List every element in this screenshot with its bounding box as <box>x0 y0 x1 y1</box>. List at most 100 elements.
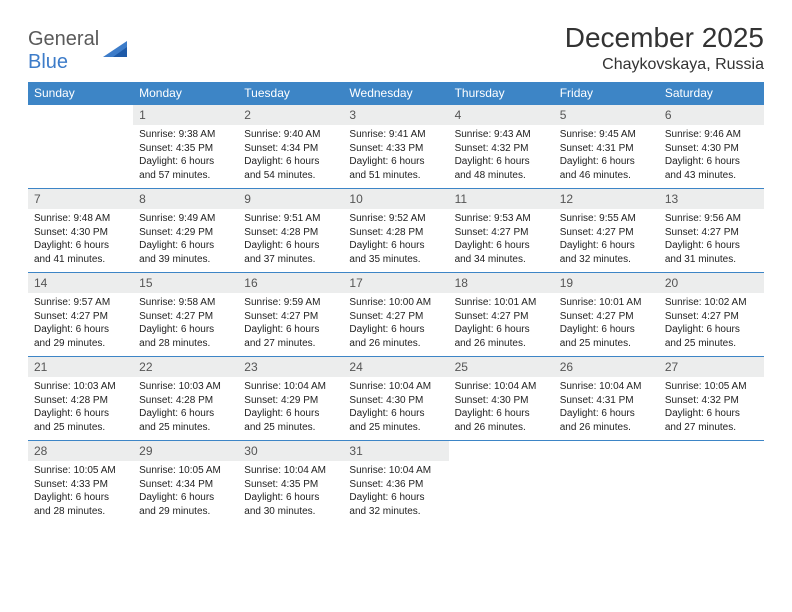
day-number-cell: 15 <box>133 273 238 294</box>
day-details-cell: Sunrise: 9:58 AMSunset: 4:27 PMDaylight:… <box>133 293 238 357</box>
day-details-cell: Sunrise: 9:45 AMSunset: 4:31 PMDaylight:… <box>554 125 659 189</box>
day-number-cell: 8 <box>133 189 238 210</box>
day-details-cell: Sunrise: 9:53 AMSunset: 4:27 PMDaylight:… <box>449 209 554 273</box>
day-details-cell: Sunrise: 10:01 AMSunset: 4:27 PMDaylight… <box>449 293 554 357</box>
day-details-cell: Sunrise: 10:04 AMSunset: 4:30 PMDaylight… <box>343 377 448 441</box>
day-number-cell: 17 <box>343 273 448 294</box>
day-details-cell: Sunrise: 9:43 AMSunset: 4:32 PMDaylight:… <box>449 125 554 189</box>
day-details-cell: Sunrise: 9:48 AMSunset: 4:30 PMDaylight:… <box>28 209 133 273</box>
daynum-row: 123456 <box>28 105 764 126</box>
day-details-cell: Sunrise: 9:40 AMSunset: 4:34 PMDaylight:… <box>238 125 343 189</box>
day-details-cell: Sunrise: 9:51 AMSunset: 4:28 PMDaylight:… <box>238 209 343 273</box>
day-details-cell: Sunrise: 10:01 AMSunset: 4:27 PMDaylight… <box>554 293 659 357</box>
day-details-cell <box>28 125 133 189</box>
day-number-cell: 28 <box>28 441 133 462</box>
day-details-cell: Sunrise: 10:04 AMSunset: 4:35 PMDaylight… <box>238 461 343 524</box>
day-details-cell: Sunrise: 10:04 AMSunset: 4:31 PMDaylight… <box>554 377 659 441</box>
day-number-cell: 22 <box>133 357 238 378</box>
day-details-cell: Sunrise: 10:04 AMSunset: 4:29 PMDaylight… <box>238 377 343 441</box>
day-number-cell <box>449 441 554 462</box>
brand-part1: General <box>28 28 99 50</box>
brand-text: General Blue <box>28 28 99 74</box>
day-number-cell: 23 <box>238 357 343 378</box>
weekday-header: Thursday <box>449 82 554 105</box>
day-number-cell: 29 <box>133 441 238 462</box>
day-details-cell: Sunrise: 9:55 AMSunset: 4:27 PMDaylight:… <box>554 209 659 273</box>
day-number-cell <box>554 441 659 462</box>
day-number-cell: 9 <box>238 189 343 210</box>
day-details-cell: Sunrise: 10:02 AMSunset: 4:27 PMDaylight… <box>659 293 764 357</box>
day-number-cell: 3 <box>343 105 448 126</box>
day-details-cell: Sunrise: 10:03 AMSunset: 4:28 PMDaylight… <box>28 377 133 441</box>
day-details-cell: Sunrise: 10:04 AMSunset: 4:30 PMDaylight… <box>449 377 554 441</box>
title-block: December 2025 Chaykovskaya, Russia <box>565 22 764 74</box>
weekday-header: Tuesday <box>238 82 343 105</box>
day-details-cell: Sunrise: 10:05 AMSunset: 4:34 PMDaylight… <box>133 461 238 524</box>
details-row: Sunrise: 10:03 AMSunset: 4:28 PMDaylight… <box>28 377 764 441</box>
daynum-row: 14151617181920 <box>28 273 764 294</box>
day-details-cell: Sunrise: 9:52 AMSunset: 4:28 PMDaylight:… <box>343 209 448 273</box>
day-number-cell: 16 <box>238 273 343 294</box>
daynum-row: 78910111213 <box>28 189 764 210</box>
day-details-cell: Sunrise: 10:04 AMSunset: 4:36 PMDaylight… <box>343 461 448 524</box>
day-details-cell <box>449 461 554 524</box>
day-number-cell <box>659 441 764 462</box>
day-number-cell: 14 <box>28 273 133 294</box>
month-title: December 2025 <box>565 22 764 54</box>
day-number-cell: 13 <box>659 189 764 210</box>
day-details-cell <box>659 461 764 524</box>
day-number-cell: 21 <box>28 357 133 378</box>
weekday-header: Saturday <box>659 82 764 105</box>
details-row: Sunrise: 9:38 AMSunset: 4:35 PMDaylight:… <box>28 125 764 189</box>
day-details-cell: Sunrise: 9:57 AMSunset: 4:27 PMDaylight:… <box>28 293 133 357</box>
day-details-cell: Sunrise: 9:41 AMSunset: 4:33 PMDaylight:… <box>343 125 448 189</box>
day-number-cell: 2 <box>238 105 343 126</box>
day-details-cell: Sunrise: 9:38 AMSunset: 4:35 PMDaylight:… <box>133 125 238 189</box>
calendar-body: 123456Sunrise: 9:38 AMSunset: 4:35 PMDay… <box>28 105 764 525</box>
details-row: Sunrise: 9:48 AMSunset: 4:30 PMDaylight:… <box>28 209 764 273</box>
day-details-cell: Sunrise: 10:03 AMSunset: 4:28 PMDaylight… <box>133 377 238 441</box>
day-number-cell: 26 <box>554 357 659 378</box>
day-number-cell: 4 <box>449 105 554 126</box>
day-number-cell: 30 <box>238 441 343 462</box>
day-details-cell: Sunrise: 9:59 AMSunset: 4:27 PMDaylight:… <box>238 293 343 357</box>
day-number-cell: 18 <box>449 273 554 294</box>
day-number-cell: 5 <box>554 105 659 126</box>
day-details-cell: Sunrise: 10:05 AMSunset: 4:32 PMDaylight… <box>659 377 764 441</box>
brand-logo: General Blue <box>28 22 131 74</box>
day-details-cell: Sunrise: 9:46 AMSunset: 4:30 PMDaylight:… <box>659 125 764 189</box>
daynum-row: 21222324252627 <box>28 357 764 378</box>
day-number-cell: 10 <box>343 189 448 210</box>
day-number-cell <box>28 105 133 126</box>
day-number-cell: 1 <box>133 105 238 126</box>
calendar-page: General Blue December 2025 Chaykovskaya,… <box>0 0 792 544</box>
day-number-cell: 27 <box>659 357 764 378</box>
day-number-cell: 12 <box>554 189 659 210</box>
weekday-header: Monday <box>133 82 238 105</box>
day-number-cell: 7 <box>28 189 133 210</box>
day-number-cell: 31 <box>343 441 448 462</box>
daynum-row: 28293031 <box>28 441 764 462</box>
details-row: Sunrise: 9:57 AMSunset: 4:27 PMDaylight:… <box>28 293 764 357</box>
day-details-cell: Sunrise: 9:56 AMSunset: 4:27 PMDaylight:… <box>659 209 764 273</box>
day-details-cell: Sunrise: 9:49 AMSunset: 4:29 PMDaylight:… <box>133 209 238 273</box>
brand-triangle-icon <box>103 39 131 64</box>
calendar-table: Sunday Monday Tuesday Wednesday Thursday… <box>28 82 764 524</box>
weekday-header-row: Sunday Monday Tuesday Wednesday Thursday… <box>28 82 764 105</box>
day-number-cell: 20 <box>659 273 764 294</box>
day-details-cell: Sunrise: 10:00 AMSunset: 4:27 PMDaylight… <box>343 293 448 357</box>
day-details-cell <box>554 461 659 524</box>
brand-part2: Blue <box>28 51 68 73</box>
weekday-header: Friday <box>554 82 659 105</box>
day-number-cell: 25 <box>449 357 554 378</box>
day-details-cell: Sunrise: 10:05 AMSunset: 4:33 PMDaylight… <box>28 461 133 524</box>
location-label: Chaykovskaya, Russia <box>565 56 764 74</box>
day-number-cell: 19 <box>554 273 659 294</box>
day-number-cell: 11 <box>449 189 554 210</box>
weekday-header: Wednesday <box>343 82 448 105</box>
day-number-cell: 24 <box>343 357 448 378</box>
details-row: Sunrise: 10:05 AMSunset: 4:33 PMDaylight… <box>28 461 764 524</box>
day-number-cell: 6 <box>659 105 764 126</box>
weekday-header: Sunday <box>28 82 133 105</box>
header: General Blue December 2025 Chaykovskaya,… <box>28 22 764 74</box>
